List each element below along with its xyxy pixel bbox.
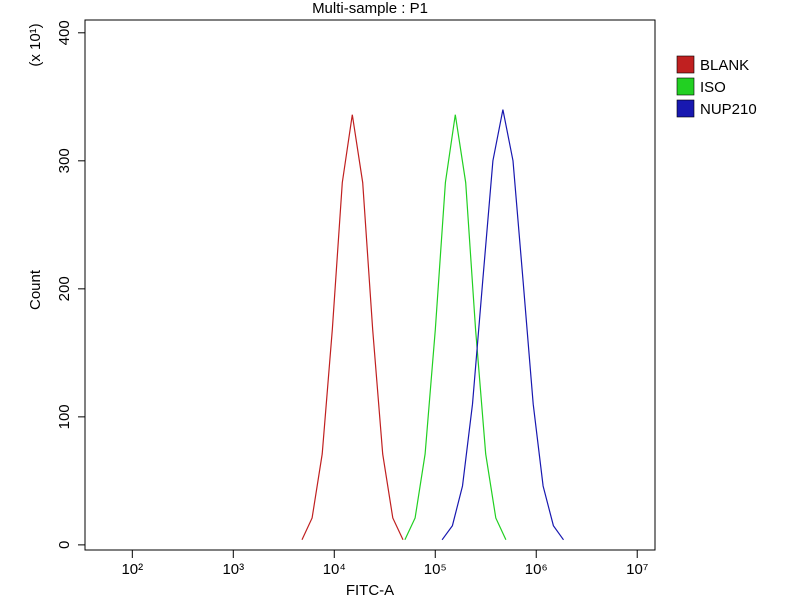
x-tick-label: 10² xyxy=(121,561,143,578)
x-tick-label: 10⁶ xyxy=(525,561,548,578)
x-tick-label: 10⁴ xyxy=(323,561,346,578)
x-axis-label: FITC-A xyxy=(346,582,394,599)
legend-label: NUP210 xyxy=(700,101,757,118)
y-tick-label: 400 xyxy=(56,20,73,45)
series-line xyxy=(301,114,404,541)
x-tick-label: 10⁵ xyxy=(424,561,447,578)
series-line xyxy=(441,109,564,541)
chart-title: Multi-sample : P1 xyxy=(312,0,428,17)
y-axis-label: Count xyxy=(27,269,44,310)
y-tick-label: 0 xyxy=(56,541,73,549)
y-tick-label: 100 xyxy=(56,404,73,429)
legend-label: BLANK xyxy=(700,57,749,74)
legend-swatch xyxy=(676,99,695,118)
plot-frame xyxy=(84,19,656,551)
y-multiplier: (x 10¹) xyxy=(27,23,44,66)
legend-swatch xyxy=(676,77,695,96)
y-tick-label: 300 xyxy=(56,148,73,173)
legend-label: ISO xyxy=(700,79,726,96)
series-line xyxy=(404,114,507,541)
x-tick-label: 10⁷ xyxy=(626,561,648,578)
y-tick-label: 200 xyxy=(56,276,73,301)
x-tick-label: 10³ xyxy=(222,561,244,578)
legend-swatch xyxy=(676,55,695,74)
